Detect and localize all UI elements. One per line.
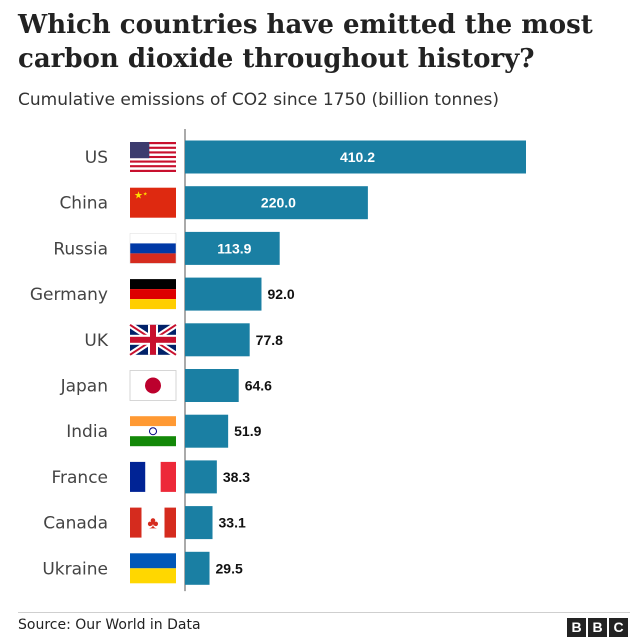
category-label: UK	[84, 331, 108, 351]
bbc-logo: B B C	[567, 618, 628, 637]
bar	[185, 506, 213, 540]
chart-title: Which countries have emitted the most ca…	[18, 10, 593, 74]
bar	[185, 414, 229, 448]
bar	[185, 186, 368, 220]
bar-chart: US 410.2 China ★ ★ 220.0 Russia 113.9 Germany 92.…	[30, 129, 526, 592]
category-label: India	[66, 422, 108, 442]
category-label: Canada	[43, 514, 108, 534]
category-label: Ukraine	[42, 559, 108, 579]
bar	[185, 231, 280, 265]
category-label: Germany	[30, 285, 108, 305]
footer-divider	[18, 612, 630, 613]
bar	[185, 140, 526, 174]
uk-flag-icon	[128, 322, 178, 358]
bar	[185, 460, 217, 494]
china-flag-icon: ★ ★	[130, 187, 176, 218]
category-label: China	[59, 194, 108, 214]
japan-flag-icon	[129, 370, 177, 401]
svg-text:★: ★	[134, 191, 143, 202]
canada-flag-icon: ♣	[130, 507, 176, 538]
value-label: 220.0	[261, 195, 296, 211]
value-label: 410.2	[340, 149, 375, 165]
germany-flag-icon	[130, 279, 176, 310]
value-label: 33.1	[219, 515, 246, 531]
category-label: US	[85, 148, 108, 168]
ukraine-flag-icon	[130, 553, 176, 584]
bar	[185, 551, 210, 585]
value-label: 38.3	[223, 469, 250, 485]
russia-flag-icon	[129, 233, 177, 264]
india-flag-icon	[130, 416, 176, 447]
bar	[185, 277, 262, 311]
bar	[185, 323, 250, 357]
logo-letter: C	[609, 618, 628, 637]
logo-letter: B	[567, 618, 586, 637]
chart-subtitle: Cumulative emissions of CO2 since 1750 (…	[18, 90, 499, 110]
bar	[185, 369, 239, 402]
svg-text:♣: ♣	[147, 514, 158, 533]
svg-text:★: ★	[143, 192, 148, 198]
value-label: 77.8	[256, 332, 283, 348]
value-label: 113.9	[217, 240, 251, 256]
value-label: 92.0	[267, 286, 294, 302]
category-label: France	[51, 468, 108, 488]
source-note: Source: Our World in Data	[18, 617, 201, 633]
us-flag-icon	[130, 142, 176, 172]
category-label: Japan	[60, 377, 108, 397]
category-label: Russia	[53, 239, 108, 259]
value-label: 64.6	[245, 378, 272, 394]
value-label: 29.5	[216, 560, 243, 576]
france-flag-icon	[130, 461, 176, 492]
logo-letter: B	[588, 618, 607, 637]
value-label: 51.9	[234, 423, 261, 439]
